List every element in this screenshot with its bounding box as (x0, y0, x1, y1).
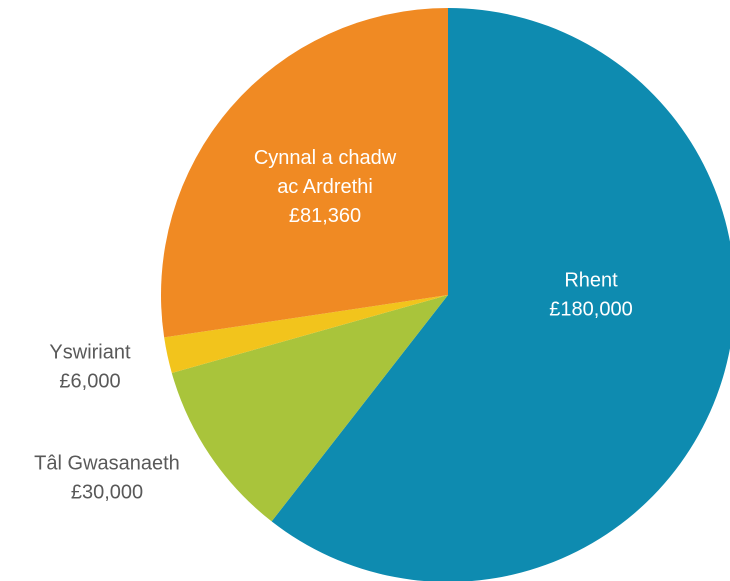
pie-labels: Rhent £180,000 Tâl Gwasanaeth £30,000 Yswiri… (34, 147, 633, 504)
slice-label: Tâl Gwasanaeth £30,000 (34, 453, 180, 504)
pie-slice-t-l-gwasanaeth (171, 295, 449, 522)
slice-value-label: £30,000 (71, 482, 143, 504)
slice-name-label: Tâl Gwasanaeth (34, 453, 180, 475)
slice-label: Cynnal a chadw ac Ardrethi £81,360 (254, 147, 397, 227)
pie-slice-rhent (271, 8, 730, 581)
slice-label: Yswiriant £6,000 (49, 342, 131, 393)
pie-slice-cynnal-a-chadw-ac-ardrethi (160, 8, 448, 338)
slice-name-label: Rhent (564, 270, 618, 292)
pie-slices (160, 8, 730, 581)
pie-slice-yswiriant (164, 295, 448, 373)
slice-value-label: £6,000 (59, 371, 120, 393)
slice-value-label: £180,000 (549, 299, 632, 321)
slice-name-label: ac Ardrethi (277, 176, 373, 198)
slice-name-label: Cynnal a chadw (254, 147, 397, 169)
slice-label: Rhent £180,000 (549, 270, 632, 321)
slice-name-label: Yswiriant (49, 342, 131, 364)
slice-value-label: £81,360 (289, 205, 361, 227)
